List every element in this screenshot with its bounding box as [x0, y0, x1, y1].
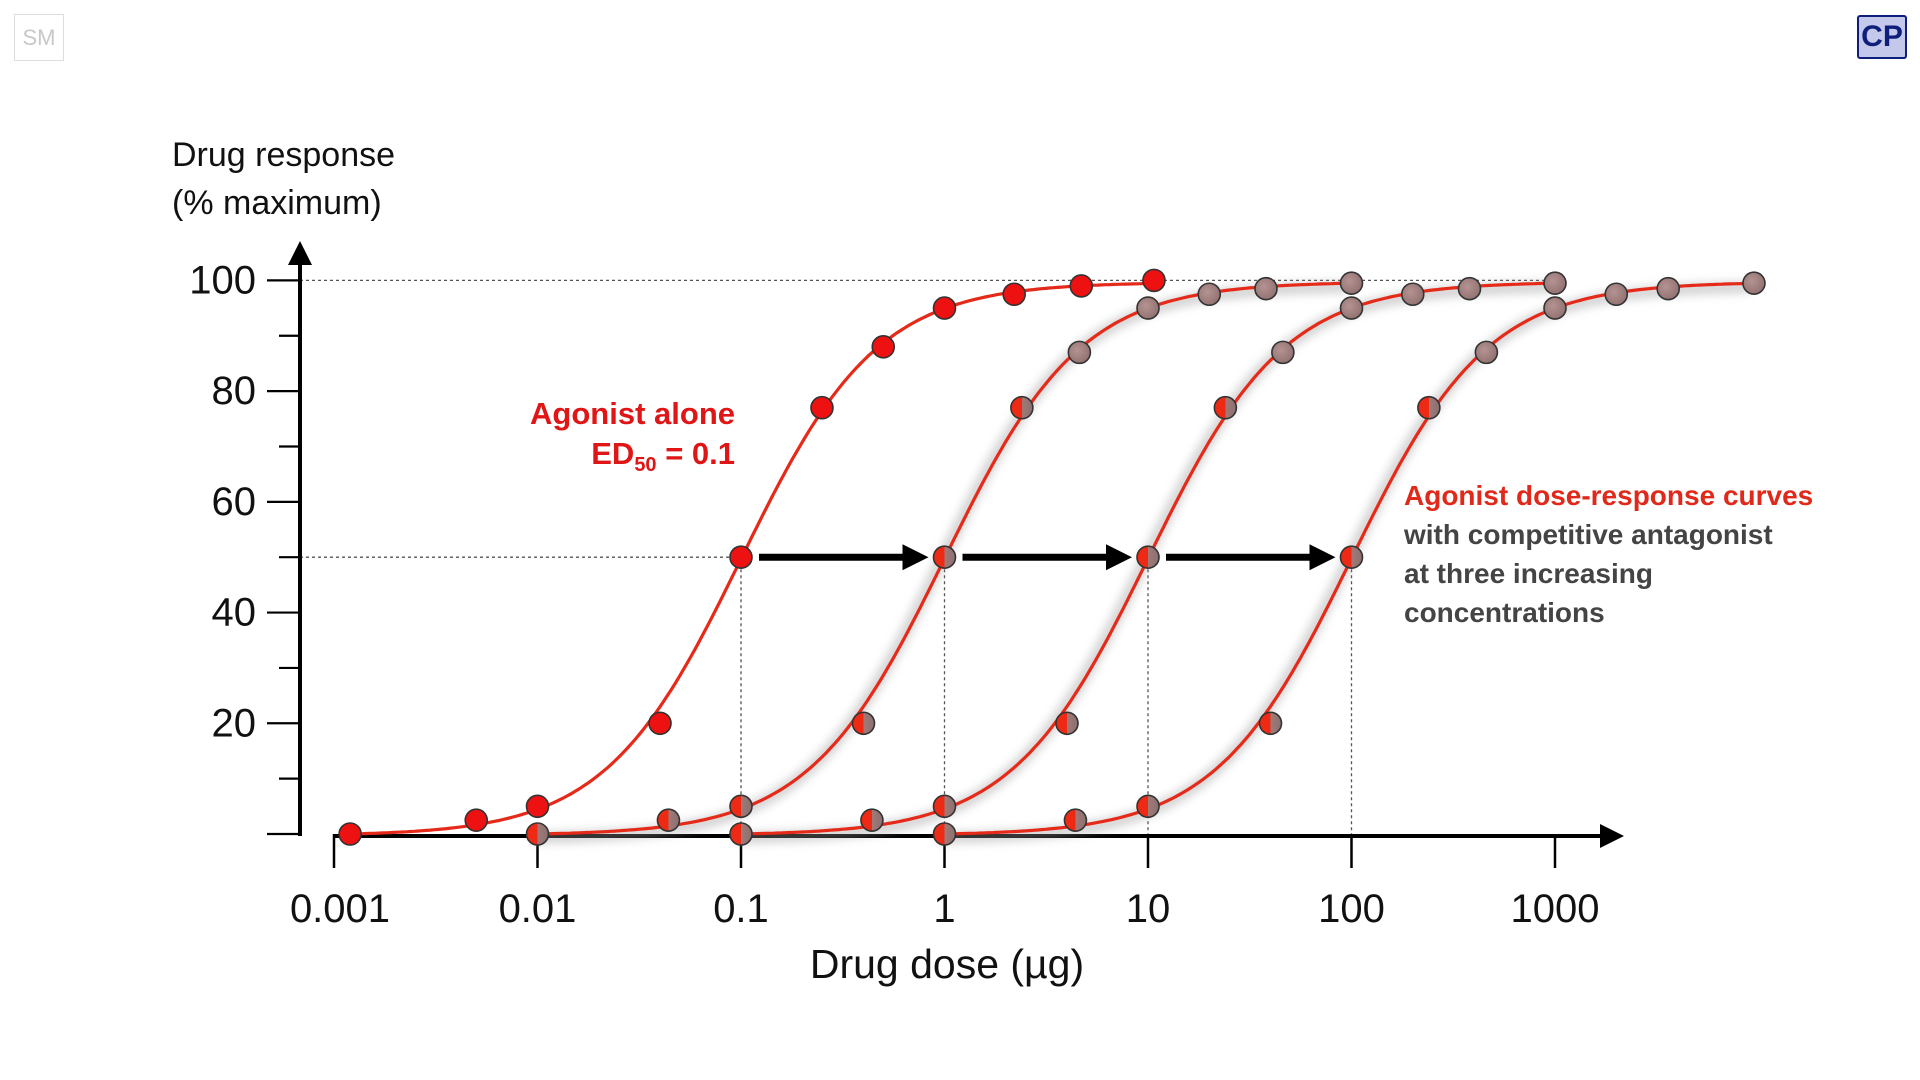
data-point: [464, 808, 489, 832]
data-point: [1656, 276, 1681, 301]
y-tick-label: 40: [212, 591, 257, 635]
tick-labels: 20 40 60 80 100 0.001 0.01 0.1 1 10 100 1000: [189, 258, 1599, 931]
data-point: [1474, 340, 1499, 365]
x-tick-label: 1: [933, 887, 955, 931]
data-point: [1339, 296, 1364, 320]
shift-arrow-head: [1106, 544, 1132, 571]
x-axis-label: Drug dose (µg): [810, 941, 1084, 987]
data-point: [1271, 340, 1295, 365]
data-point: [1136, 794, 1160, 819]
data-point: [338, 822, 362, 846]
x-tick-label: 10: [1126, 887, 1171, 931]
antagonist-line4: concentrations: [1404, 597, 1605, 628]
ed-value: = 0.1: [665, 436, 735, 471]
agonist-alone-label: Agonist alone ED50 = 0.1: [530, 396, 735, 477]
antagonist-line2: with competitive antagonist: [1404, 519, 1773, 550]
ed-label: ED: [591, 436, 635, 471]
y-axis-label-line1: Drug response: [172, 136, 395, 174]
antagonist-annotation: Agonist dose-response curves with compet…: [1404, 476, 1813, 632]
data-point: [1543, 271, 1567, 295]
agonist-alone-title: Agonist alone: [530, 396, 735, 431]
data-point: [1543, 296, 1567, 320]
x-tick-label: 0.1: [713, 887, 769, 931]
data-point: [1069, 274, 1094, 298]
data-point: [810, 395, 834, 420]
data-point: [1136, 545, 1160, 570]
shift-arrow-head: [1309, 544, 1336, 571]
data-point: [525, 822, 550, 846]
antagonist-title: Agonist dose-response curves: [1404, 480, 1814, 511]
data-point: [932, 296, 957, 320]
data-point: [1400, 282, 1425, 307]
x-tick-label: 100: [1318, 887, 1385, 931]
agonist-ed50: ED50 = 0.1: [530, 436, 735, 477]
data-point: [729, 545, 753, 570]
sm-logo-badge: SM: [14, 14, 64, 61]
data-point: [1063, 808, 1088, 832]
data-point: [1604, 282, 1629, 307]
data-point: [648, 711, 672, 736]
y-tick-label: 100: [189, 258, 256, 302]
data-point: [932, 822, 957, 846]
data-point: [1457, 276, 1482, 301]
data-point: [1197, 282, 1222, 307]
data-point: [1258, 711, 1283, 736]
data-point: [851, 711, 876, 736]
data-point: [1055, 711, 1079, 736]
shift-arrows: [759, 544, 1336, 571]
x-tick-label: 1000: [1511, 887, 1600, 931]
data-point: [932, 545, 957, 570]
data-point: [1417, 395, 1441, 420]
data-point: [871, 335, 896, 359]
cp-logo-badge: CP: [1857, 15, 1907, 59]
y-tick-label: 80: [212, 369, 257, 413]
data-point: [1339, 545, 1364, 570]
y-tick-label: 20: [212, 701, 257, 745]
x-tick-label: 0.001: [290, 887, 390, 931]
data-point: [729, 822, 753, 846]
data-point: [1213, 395, 1238, 420]
data-point: [1254, 276, 1278, 301]
data-point: [525, 794, 550, 819]
data-point: [1002, 282, 1026, 307]
data-point: [1142, 268, 1166, 293]
data-point: [1742, 271, 1766, 295]
data-point: [932, 794, 957, 819]
data-point: [729, 794, 753, 819]
data-point: [1010, 395, 1034, 420]
x-tick-label: 0.01: [499, 887, 577, 931]
data-point: [1339, 271, 1364, 295]
y-tick-label: 60: [212, 480, 257, 524]
y-axis-label-line2: (% maximum): [172, 184, 382, 222]
antagonist-line3: at three increasing: [1404, 558, 1653, 589]
shift-arrow-head: [902, 544, 929, 571]
data-point: [656, 808, 681, 832]
ed-subscript: 50: [634, 454, 657, 477]
data-point: [860, 808, 884, 832]
data-points: [338, 268, 1766, 846]
data-point: [1136, 296, 1160, 320]
data-point: [1067, 340, 1092, 365]
